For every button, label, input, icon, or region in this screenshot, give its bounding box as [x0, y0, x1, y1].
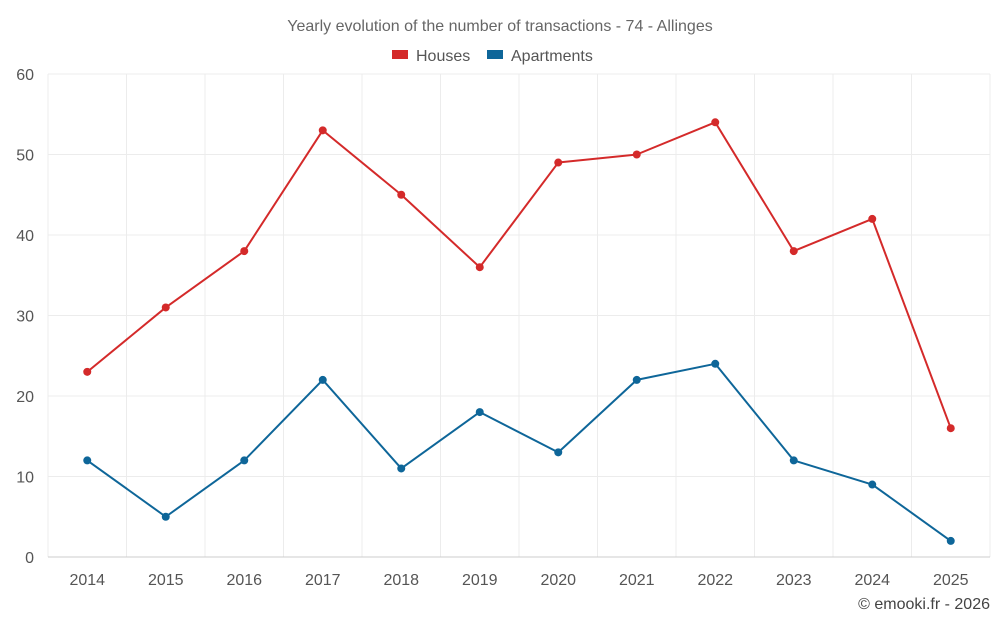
x-tick-label: 2022: [697, 572, 733, 589]
x-tick-label: 2015: [148, 572, 184, 589]
data-point-apartments[interactable]: [397, 464, 406, 473]
credit-text: © emooki.fr - 2026: [858, 596, 990, 613]
y-tick-label: 10: [16, 470, 34, 487]
x-tick-label: 2019: [462, 572, 498, 589]
chart-title: Yearly evolution of the number of transa…: [287, 18, 712, 35]
data-point-apartments[interactable]: [789, 456, 798, 465]
data-point-houses[interactable]: [161, 303, 170, 312]
y-tick-label: 20: [16, 389, 34, 406]
data-point-houses[interactable]: [632, 150, 641, 159]
data-point-apartments[interactable]: [318, 375, 327, 384]
y-tick-label: 50: [16, 148, 34, 165]
data-point-houses[interactable]: [711, 118, 720, 127]
data-point-apartments[interactable]: [475, 408, 484, 417]
x-tick-label: 2016: [226, 572, 262, 589]
y-tick-label: 40: [16, 228, 34, 245]
data-point-houses[interactable]: [554, 158, 563, 167]
legend-label-apartments[interactable]: Apartments: [511, 48, 593, 65]
y-tick-label: 0: [25, 550, 34, 567]
data-point-houses[interactable]: [868, 214, 877, 223]
x-tick-label: 2018: [383, 572, 419, 589]
legend: Houses Apartments: [392, 48, 593, 65]
x-tick-label: 2017: [305, 572, 341, 589]
y-tick-label: 60: [16, 67, 34, 84]
data-point-apartments[interactable]: [240, 456, 249, 465]
data-point-apartments[interactable]: [554, 448, 563, 457]
x-tick-label: 2014: [69, 572, 105, 589]
grid: [47, 73, 991, 557]
data-point-houses[interactable]: [397, 190, 406, 199]
data-point-houses[interactable]: [318, 126, 327, 135]
legend-swatch-houses[interactable]: [392, 50, 408, 59]
legend-label-houses[interactable]: Houses: [416, 48, 470, 65]
data-point-apartments[interactable]: [632, 375, 641, 384]
data-point-apartments[interactable]: [161, 512, 170, 521]
data-point-apartments[interactable]: [946, 536, 955, 545]
series: [83, 118, 955, 545]
series-line-apartments: [86, 362, 952, 542]
data-point-houses[interactable]: [83, 367, 92, 376]
data-point-houses[interactable]: [946, 424, 955, 433]
data-point-houses[interactable]: [475, 263, 484, 272]
x-tick-label: 2021: [619, 572, 655, 589]
data-point-apartments[interactable]: [83, 456, 92, 465]
data-point-houses[interactable]: [789, 247, 798, 256]
axes: 0 10 20 30 40 50 60 2014 2015 2016 2017 2018 2019 202…: [16, 67, 990, 589]
x-tick-label: 2025: [933, 572, 969, 589]
x-tick-label: 2024: [854, 572, 890, 589]
y-tick-label: 30: [16, 309, 34, 326]
x-tick-label: 2020: [540, 572, 576, 589]
x-tick-label: 2023: [776, 572, 812, 589]
series-line-houses: [86, 121, 952, 429]
data-point-apartments[interactable]: [711, 359, 720, 368]
data-point-houses[interactable]: [240, 247, 249, 256]
data-point-apartments[interactable]: [868, 480, 877, 489]
legend-swatch-apartments[interactable]: [487, 50, 503, 59]
